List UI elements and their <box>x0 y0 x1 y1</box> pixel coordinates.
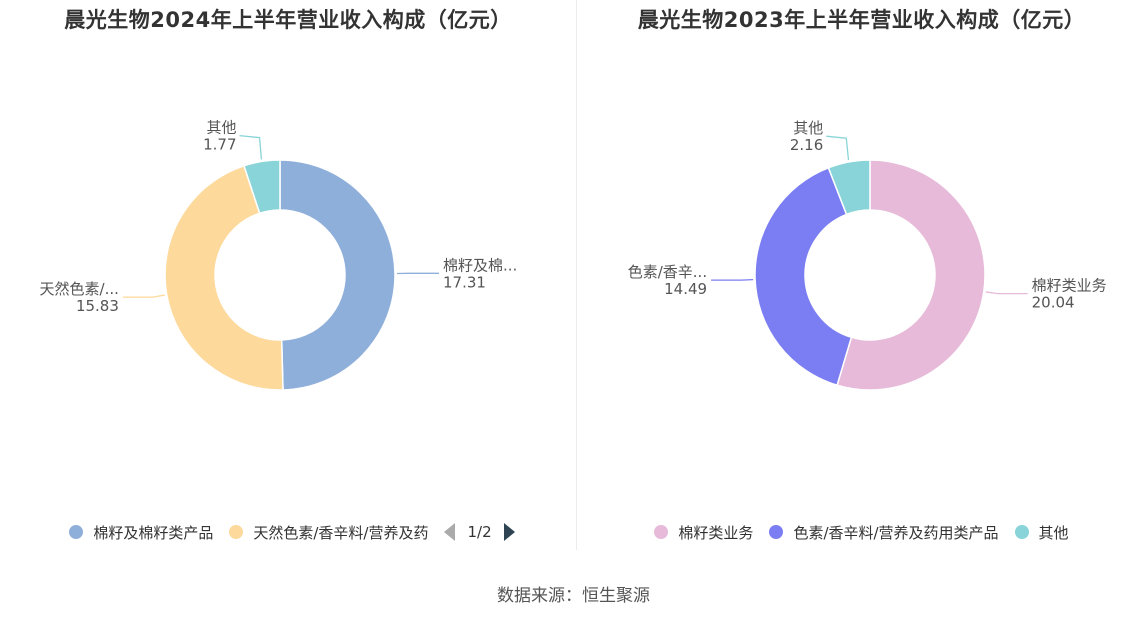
slice-value-2023-1: 14.49 <box>664 280 707 298</box>
leader-line-2023-0 <box>985 291 1028 295</box>
donut-slice-2024-1[interactable] <box>164 164 284 391</box>
chart-title-2023: 晨光生物2023年上半年营业收入构成（亿元） <box>637 8 1086 32</box>
legend-item-pigment[interactable]: 色素/香辛料/营养及药用类产品 <box>769 522 999 543</box>
leader-line-2023-2 <box>826 135 850 161</box>
legend-item-cottonseed[interactable]: 棉籽及棉籽类产品 <box>69 522 213 543</box>
slice-label-2024-0: 棉籽及棉... <box>443 256 517 274</box>
slice-label-2023-1: 色素/香辛... <box>628 263 707 281</box>
chart-panel-2024: 晨光生物2024年上半年营业收入构成（亿元） 棉籽及棉... 17.31 天然色素/… <box>0 0 576 550</box>
donut-slice-2024-2[interactable] <box>243 159 281 215</box>
panel-divider <box>576 0 577 550</box>
data-source-note: 数据来源：恒生聚源 <box>497 586 650 606</box>
slice-label-2024-1: 天然色素/... <box>40 280 119 298</box>
legend-item-cottonseed-business[interactable]: 棉籽类业务 <box>654 522 753 543</box>
legend-dot-icon <box>1014 525 1029 539</box>
legend-pager: 1/2 <box>444 523 515 541</box>
legend-item-other[interactable]: 其他 <box>1014 522 1069 543</box>
donut-slice-2024-0[interactable] <box>279 159 396 391</box>
chart-panel-2023: 晨光生物2023年上半年营业收入构成（亿元） 棉籽类业务 20.04 色素/香辛..… <box>576 0 1147 550</box>
legend-dot-icon <box>654 525 669 539</box>
legend-dot-icon <box>69 525 84 539</box>
legend-label: 色素/香辛料/营养及药用类产品 <box>793 523 999 542</box>
legend-label: 棉籽类业务 <box>678 523 754 542</box>
next-page-icon[interactable] <box>503 523 515 541</box>
donut-slice-2023-1[interactable] <box>754 166 853 387</box>
legend-dot-icon <box>769 525 784 539</box>
donut-slice-2023-0[interactable] <box>836 159 986 391</box>
legend-2023: 棉籽类业务 色素/香辛料/营养及药用类产品 其他 <box>576 519 1147 545</box>
legend-page-number: 1/2 <box>467 523 492 541</box>
legend-2024: 棉籽及棉籽类产品 天然色素/香辛料/营养及药 1/2 <box>0 519 576 545</box>
legend-label: 其他 <box>1038 523 1069 542</box>
slice-value-2024-0: 17.31 <box>443 273 486 291</box>
slice-value-2023-0: 20.04 <box>1032 294 1075 312</box>
donut-chart-2024: 棉籽及棉...17.31 天然色素/...15.83 其他1.77 <box>40 119 517 391</box>
leader-line-2024-2 <box>239 134 263 160</box>
legend-label: 棉籽及棉籽类产品 <box>93 523 214 542</box>
donut-slice-2023-2[interactable] <box>827 159 871 216</box>
legend-dot-icon <box>229 525 244 539</box>
slice-label-2024-2: 其他 <box>207 119 237 137</box>
chart-title-2024: 晨光生物2024年上半年营业收入构成（亿元） <box>64 8 512 32</box>
prev-page-icon[interactable] <box>444 523 456 541</box>
slice-label-2023-2: 其他 <box>793 119 823 137</box>
leader-line-2024-1 <box>122 294 165 298</box>
legend-item-pigment[interactable]: 天然色素/香辛料/营养及药 <box>229 522 428 543</box>
slice-value-2023-2: 2.16 <box>790 136 823 154</box>
legend-label: 天然色素/香辛料/营养及药 <box>253 523 429 542</box>
slice-value-2024-2: 1.77 <box>203 136 236 154</box>
slice-label-2023-0: 棉籽类业务 <box>1032 277 1107 295</box>
slice-value-2024-1: 15.83 <box>76 297 119 315</box>
